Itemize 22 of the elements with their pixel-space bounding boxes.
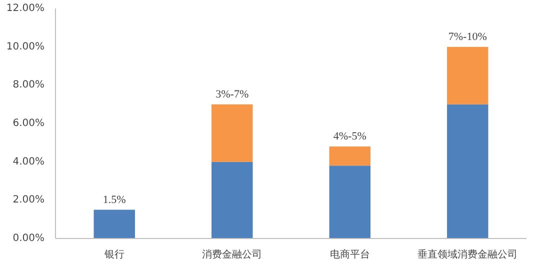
y-tick-label: 12.00%: [6, 3, 45, 14]
x-tick-label: 银行: [103, 250, 124, 260]
y-tick-label: 8.00%: [12, 80, 45, 91]
x-tick-label: 电商平台: [330, 248, 370, 260]
bar: [447, 104, 488, 238]
bar: [329, 166, 370, 238]
y-tick-label: 10.00%: [6, 41, 45, 52]
total-label: 7%-10%: [448, 30, 487, 43]
x-tick-label: 消费金融公司: [202, 248, 262, 260]
total-label: 4%-5%: [333, 130, 366, 142]
y-tick-label: 4.00%: [12, 156, 45, 168]
bar: [447, 46, 488, 104]
y-tick-label: 2.00%: [12, 194, 45, 206]
y-tick-label: 0.00%: [12, 233, 45, 244]
bar: [212, 162, 253, 238]
bar: [94, 210, 135, 238]
total-label: 1.5%: [102, 194, 126, 206]
bar: [212, 104, 253, 162]
total-label: 3%-7%: [216, 88, 249, 100]
bar: [329, 146, 370, 166]
x-tick-label: 垂直领域消费金融公司: [418, 248, 518, 260]
y-tick-label: 6.00%: [12, 118, 45, 129]
